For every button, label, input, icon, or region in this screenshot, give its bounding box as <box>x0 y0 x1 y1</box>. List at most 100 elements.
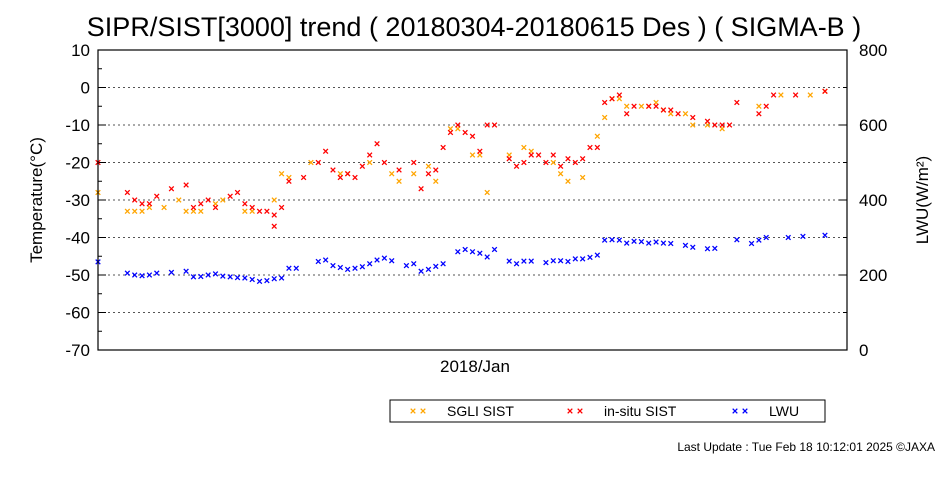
data-point <box>748 240 755 247</box>
chart-title: SIPR/SIST[3000] trend ( 20180304-2018061… <box>87 12 861 42</box>
data-point <box>315 159 322 166</box>
data-point <box>366 152 373 158</box>
data-point <box>484 189 490 196</box>
data-point <box>315 258 322 265</box>
data-point <box>344 170 351 177</box>
data-point <box>477 148 483 155</box>
legend-entry: SGLI SIST <box>447 403 514 419</box>
data-point <box>682 242 689 249</box>
data-point <box>513 163 520 170</box>
left-tick-label: 10 <box>71 41 90 60</box>
data-point <box>271 212 277 218</box>
data-point <box>726 122 733 128</box>
data-point <box>682 110 689 117</box>
data-point <box>183 182 189 188</box>
left-tick-label: -70 <box>65 341 90 360</box>
right-tick-label: 400 <box>859 191 887 210</box>
data-point <box>484 122 490 128</box>
data-point <box>594 144 601 151</box>
legend: SGLI SIST in-situ SIST LWU <box>389 399 826 423</box>
right-tick-label: 600 <box>859 116 887 135</box>
data-point <box>638 238 645 245</box>
data-point <box>366 260 373 267</box>
data-point <box>763 103 769 110</box>
right-tick-label: 0 <box>859 341 868 360</box>
data-point <box>264 208 270 215</box>
data-point <box>668 240 674 247</box>
data-point <box>462 129 468 136</box>
data-point <box>543 259 549 266</box>
data-point <box>638 103 645 110</box>
data-point <box>381 255 388 261</box>
data-point <box>565 178 571 185</box>
data-point <box>455 248 461 255</box>
data-point <box>535 152 542 158</box>
data-point <box>579 155 586 162</box>
data-point <box>249 204 255 211</box>
data-point <box>308 159 314 166</box>
data-point <box>330 167 336 173</box>
data-point <box>286 178 292 185</box>
data-point <box>609 236 615 243</box>
data-point <box>616 92 623 98</box>
legend-marker <box>567 408 573 414</box>
data-point <box>359 163 366 170</box>
data-point <box>256 278 263 285</box>
data-point <box>352 265 358 272</box>
data-point <box>418 185 424 192</box>
data-point <box>469 133 476 140</box>
data-point <box>425 170 432 177</box>
data-point <box>521 258 527 264</box>
data-point <box>579 174 586 181</box>
data-point <box>623 110 630 117</box>
data-point <box>528 152 535 158</box>
right-tick-label: 200 <box>859 266 887 285</box>
data-point <box>322 148 329 155</box>
data-point <box>675 110 681 117</box>
data-point <box>572 159 579 166</box>
data-point <box>410 260 417 267</box>
data-point <box>139 208 145 215</box>
data-point <box>491 122 498 128</box>
data-point <box>322 257 329 263</box>
data-point <box>146 272 153 278</box>
data-point <box>601 99 608 106</box>
data-point <box>425 163 432 170</box>
data-point <box>719 122 725 128</box>
data-point <box>359 263 366 270</box>
data-point <box>734 236 740 243</box>
data-point <box>623 240 630 246</box>
data-point <box>234 189 241 196</box>
data-point <box>153 193 160 200</box>
data-point <box>660 107 667 113</box>
data-point <box>587 254 593 261</box>
data-point <box>668 107 674 113</box>
x-axis-label: 2018/Jan <box>440 357 510 376</box>
data-point <box>763 234 769 241</box>
data-point <box>212 271 219 277</box>
data-point <box>506 155 512 162</box>
data-point <box>521 144 527 151</box>
data-point <box>807 92 814 98</box>
data-point <box>278 275 285 281</box>
data-point <box>256 208 263 215</box>
data-point <box>565 258 571 265</box>
data-point <box>455 122 461 128</box>
data-point <box>616 237 623 243</box>
data-point <box>491 246 498 253</box>
data-point <box>300 174 307 181</box>
data-point <box>690 122 696 128</box>
data-point <box>601 237 608 243</box>
data-point <box>528 258 535 264</box>
data-point <box>557 163 564 170</box>
data-point <box>778 92 784 98</box>
data-point <box>601 114 608 121</box>
data-point <box>168 185 175 192</box>
data-point <box>690 244 696 251</box>
legend-marker <box>420 408 426 414</box>
data-point <box>264 277 270 284</box>
legend-marker <box>732 408 738 414</box>
data-point <box>131 272 138 278</box>
data-point <box>227 274 233 280</box>
data-point <box>631 103 637 110</box>
